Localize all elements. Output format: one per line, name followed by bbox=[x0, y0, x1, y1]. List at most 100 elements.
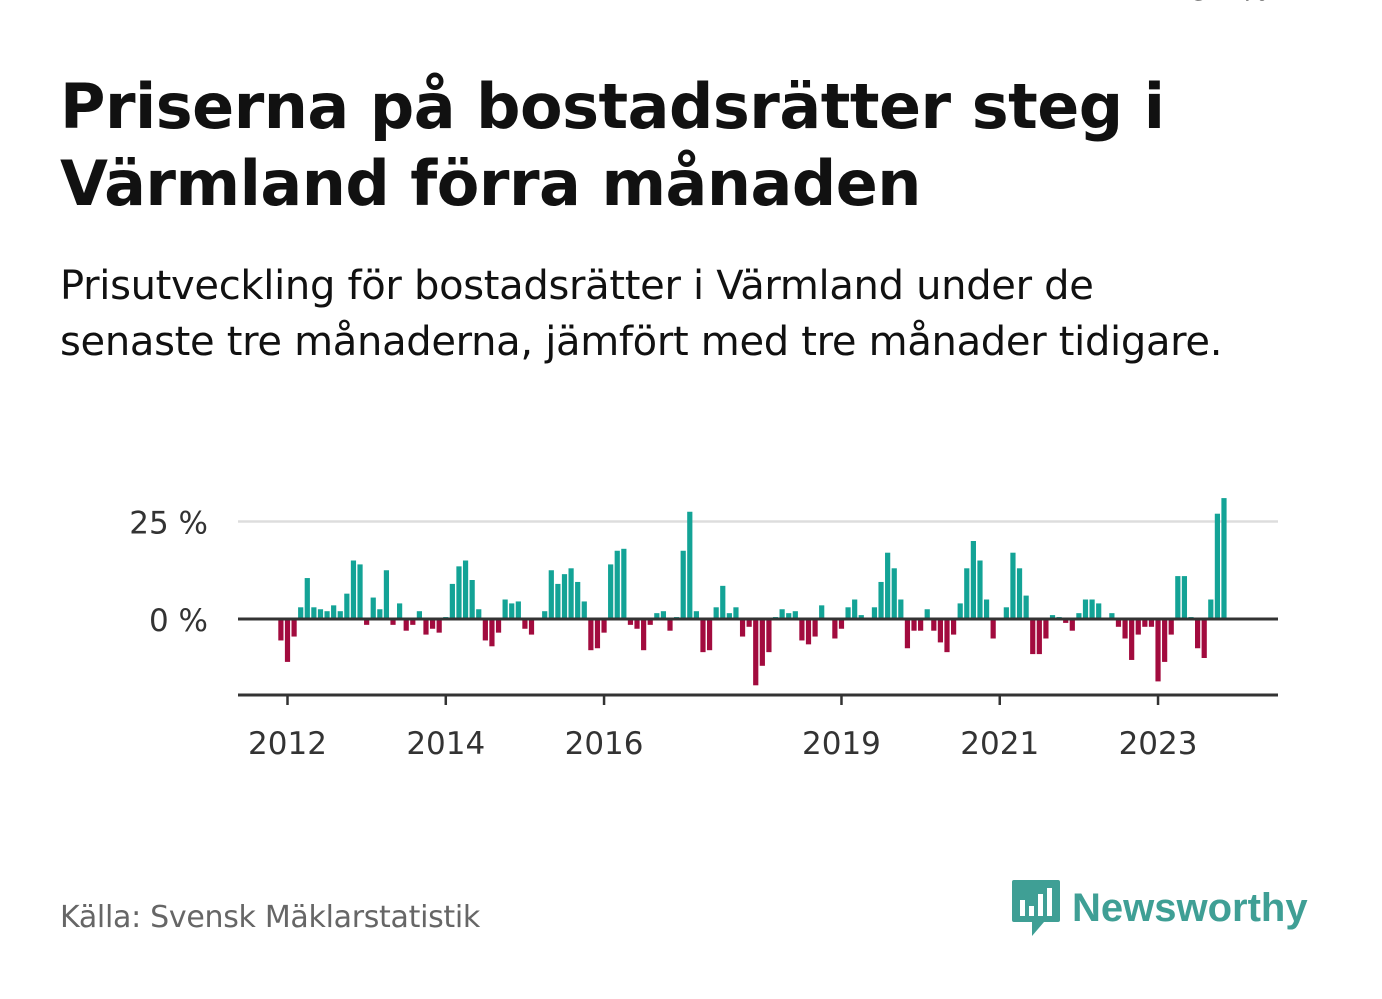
bar bbox=[324, 611, 330, 619]
bar bbox=[509, 603, 515, 619]
bar bbox=[931, 619, 937, 631]
x-tick-label: 2023 bbox=[1119, 726, 1198, 762]
bar bbox=[608, 564, 614, 619]
bar bbox=[990, 619, 996, 639]
bar bbox=[792, 611, 798, 619]
bar bbox=[700, 619, 706, 653]
bar bbox=[1135, 619, 1141, 635]
x-tick-label: 2019 bbox=[802, 726, 881, 762]
bar bbox=[1049, 615, 1056, 619]
bar bbox=[1082, 599, 1089, 619]
bar bbox=[693, 611, 699, 619]
y-tick-label: 25 % bbox=[129, 506, 208, 542]
bar bbox=[601, 619, 607, 633]
bar bbox=[720, 585, 726, 619]
bar bbox=[1010, 552, 1016, 619]
bar bbox=[1096, 603, 1102, 619]
bar bbox=[561, 574, 568, 619]
bar bbox=[1069, 619, 1075, 631]
bar bbox=[370, 597, 376, 619]
bar bbox=[1076, 613, 1082, 619]
bar bbox=[357, 564, 363, 619]
bar bbox=[634, 619, 640, 629]
bar bbox=[423, 619, 429, 635]
bar bbox=[489, 619, 495, 647]
bar bbox=[1208, 599, 1214, 619]
bar bbox=[482, 619, 488, 641]
bar bbox=[581, 601, 587, 619]
bar bbox=[667, 619, 673, 631]
bar bbox=[416, 611, 422, 619]
x-tick-label: 2021 bbox=[960, 726, 1039, 762]
bar bbox=[944, 619, 950, 653]
bar bbox=[469, 580, 475, 619]
bar bbox=[429, 619, 436, 629]
bar bbox=[410, 619, 416, 625]
bar bbox=[1168, 619, 1174, 635]
bar bbox=[1162, 619, 1168, 662]
bar bbox=[924, 609, 930, 619]
bar bbox=[766, 619, 772, 653]
bar bbox=[983, 599, 990, 619]
bar bbox=[304, 578, 310, 619]
bar bbox=[1023, 595, 1029, 619]
bar bbox=[522, 619, 528, 629]
bar bbox=[726, 613, 732, 619]
bar bbox=[852, 599, 858, 619]
bar bbox=[786, 613, 792, 619]
bar bbox=[1181, 576, 1188, 619]
bar bbox=[779, 609, 785, 619]
bar bbox=[331, 605, 337, 619]
bar bbox=[858, 615, 864, 619]
bar bbox=[377, 609, 383, 619]
x-tick-label: 2014 bbox=[406, 726, 485, 762]
bar-chart-speech-bubble-icon bbox=[1012, 880, 1060, 936]
bar bbox=[436, 619, 442, 633]
bar bbox=[278, 619, 284, 641]
bar bbox=[397, 603, 403, 619]
bar bbox=[1142, 619, 1148, 627]
bar bbox=[759, 619, 765, 666]
bar bbox=[964, 568, 970, 619]
bar bbox=[713, 607, 719, 619]
bar bbox=[1063, 619, 1069, 623]
bar bbox=[456, 566, 462, 619]
bar bbox=[1036, 619, 1042, 655]
bar bbox=[614, 550, 620, 619]
bar bbox=[502, 599, 508, 619]
bar bbox=[350, 560, 357, 619]
bar bbox=[337, 611, 343, 619]
chart-subtitle: Prisutveckling för bostadsrätter i Värml… bbox=[60, 263, 1223, 365]
bar bbox=[845, 607, 851, 619]
bar bbox=[621, 548, 627, 619]
bar bbox=[885, 552, 891, 619]
bar bbox=[918, 619, 924, 631]
bar bbox=[462, 560, 469, 619]
bar bbox=[733, 607, 739, 619]
bar bbox=[812, 619, 818, 637]
bar bbox=[1155, 619, 1161, 682]
bar bbox=[641, 619, 647, 651]
bar bbox=[838, 619, 845, 629]
bar bbox=[344, 593, 350, 619]
bar bbox=[364, 619, 370, 625]
bar bbox=[1122, 619, 1128, 639]
bar bbox=[311, 607, 317, 619]
bar bbox=[1175, 576, 1181, 619]
bar bbox=[957, 603, 963, 619]
bar bbox=[1089, 599, 1095, 619]
bar bbox=[291, 619, 297, 637]
bar bbox=[1115, 619, 1122, 627]
bar bbox=[904, 619, 911, 649]
bar bbox=[449, 583, 455, 619]
bar bbox=[575, 581, 581, 619]
bar bbox=[746, 619, 752, 627]
data-label-latest: 31 % bbox=[1190, 0, 1269, 8]
bar bbox=[753, 619, 759, 686]
bar bbox=[542, 611, 548, 619]
bar bbox=[1043, 619, 1049, 639]
bar bbox=[1109, 613, 1115, 619]
y-tick-label: 0 % bbox=[149, 603, 208, 639]
bar bbox=[1129, 619, 1135, 660]
